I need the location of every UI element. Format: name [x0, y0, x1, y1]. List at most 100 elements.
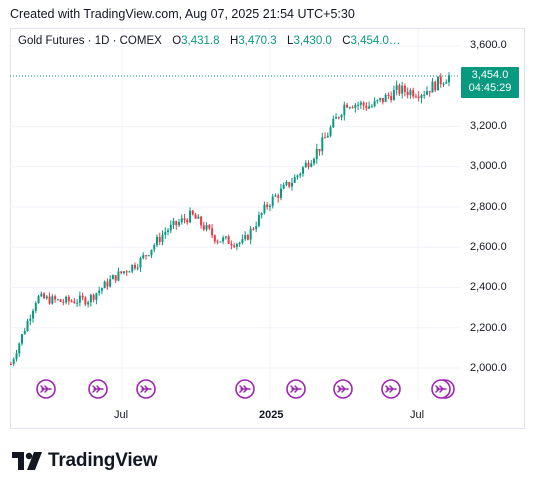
candle-body: [235, 243, 238, 247]
candle-body: [32, 310, 35, 319]
current-price-value: 3,454.0: [471, 69, 509, 81]
candle-body: [111, 275, 114, 280]
candle-body: [340, 115, 343, 118]
candle-body: [431, 81, 434, 93]
candle-body: [139, 258, 142, 268]
candle-body: [98, 290, 101, 294]
candle-body: [307, 162, 310, 167]
candle-body: [313, 159, 316, 164]
price-tick: 2,800.0: [470, 201, 507, 213]
candle-body: [92, 295, 95, 300]
dividend-arrow-icon[interactable]: [235, 379, 255, 399]
candle-body: [211, 228, 214, 236]
candle-body: [241, 239, 244, 243]
candle-body: [445, 82, 448, 84]
chart-frame[interactable]: [10, 28, 525, 429]
candle-body: [414, 96, 417, 98]
candle-body: [304, 162, 307, 168]
candle-body: [406, 91, 409, 96]
candle-body: [279, 188, 282, 198]
candle-body: [191, 210, 194, 215]
candle-body: [268, 205, 271, 208]
candle-body: [436, 76, 439, 91]
candle-body: [21, 334, 24, 344]
candle-body: [326, 135, 329, 138]
candle-body: [131, 264, 134, 272]
candle-body: [43, 293, 46, 299]
symbol-name[interactable]: Gold Futures · 1D · COMEX: [18, 35, 162, 47]
candle-body: [109, 279, 112, 287]
candle-body: [156, 236, 158, 246]
candle-body: [392, 90, 395, 101]
candle-body: [412, 90, 415, 97]
candle-body: [76, 302, 79, 304]
candle-body: [244, 235, 247, 240]
dividend-arrow-icon[interactable]: [381, 379, 401, 399]
candle-body: [277, 195, 280, 198]
candle-body: [26, 320, 29, 331]
candle-body: [67, 296, 70, 302]
high-value: 3,470.3: [238, 35, 277, 47]
candle-body: [167, 230, 170, 232]
candle-body: [51, 296, 54, 304]
candle-body: [37, 296, 40, 304]
candle-body: [282, 184, 285, 189]
candle-body: [381, 98, 384, 102]
candle-body: [70, 301, 73, 303]
dividend-arrow-icon[interactable]: [333, 379, 353, 399]
candle-body: [178, 222, 181, 226]
candle-body: [219, 241, 222, 243]
candle-body: [29, 318, 32, 321]
candle-body: [136, 267, 139, 269]
tradingview-logo[interactable]: TradingView: [12, 450, 158, 472]
candle-body: [62, 301, 65, 303]
dividend-arrow-icon[interactable]: [36, 379, 56, 399]
candle-body: [205, 225, 208, 230]
candle-body: [348, 107, 351, 109]
candle-body: [252, 228, 255, 230]
candle-body: [78, 295, 81, 303]
candle-body: [346, 104, 349, 108]
price-tick: 2,200.0: [470, 322, 507, 334]
open-label: O: [172, 35, 182, 47]
candle-body: [343, 104, 346, 116]
candle-body: [302, 167, 304, 174]
candle-body: [186, 219, 189, 223]
dividend-arrow-icon[interactable]: [286, 379, 306, 399]
candle-body: [125, 271, 128, 273]
price-tick: 3,000.0: [470, 160, 507, 172]
dividend-arrow-icon[interactable]: [88, 379, 108, 399]
candle-body: [351, 107, 354, 109]
candle-body: [324, 137, 327, 139]
candle-body: [409, 90, 412, 96]
price-tick: 2,400.0: [470, 281, 507, 293]
current-price-tag: 3,454.0 04:45:29: [461, 67, 519, 98]
candle-body: [128, 271, 131, 273]
candle-body: [172, 221, 175, 225]
candle-body: [379, 98, 382, 101]
dividend-arrow-icon[interactable]: [431, 379, 455, 399]
dividend-arrow-icon[interactable]: [136, 379, 156, 399]
candle-body: [150, 249, 153, 256]
candle-body: [439, 76, 442, 85]
candle-body: [318, 148, 321, 152]
candle-body: [384, 94, 387, 102]
candle-body: [202, 225, 205, 230]
candle-body: [423, 94, 426, 96]
price-tick: 3,600.0: [470, 39, 507, 51]
candle-body: [442, 83, 445, 85]
candle-body: [73, 301, 76, 304]
time-tick: Jul: [410, 409, 425, 421]
candle-body: [34, 303, 37, 311]
candle-body: [216, 241, 219, 243]
candle-body: [357, 104, 360, 106]
candle-body: [290, 182, 293, 187]
time-tick: Jul: [114, 409, 129, 421]
candle-body: [365, 105, 368, 109]
candle-body: [10, 363, 12, 365]
close-label: C: [342, 35, 351, 47]
candle-body: [84, 297, 87, 305]
bar-countdown: 04:45:29: [468, 82, 512, 94]
brand-name: TradingView: [48, 450, 158, 471]
